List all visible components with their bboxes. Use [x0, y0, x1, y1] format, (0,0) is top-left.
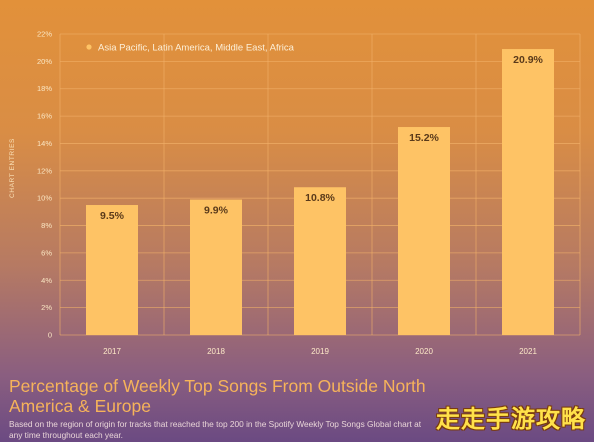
- data-label: 10.8%: [305, 192, 335, 204]
- y-tick-label: 2%: [41, 303, 52, 312]
- bar: [294, 187, 346, 335]
- y-tick-label: 8%: [41, 221, 52, 230]
- data-label: 15.2%: [409, 132, 439, 144]
- y-tick-label: 4%: [41, 276, 52, 285]
- y-tick-label: 16%: [37, 112, 52, 121]
- x-tick-label: 2019: [311, 347, 329, 356]
- y-tick-label: 6%: [41, 248, 52, 257]
- bar-chart: 0 2% 4% 6% 8% 10% 12% 14% 16% 18% 20% 22% CHART ENT…: [9, 30, 581, 356]
- y-axis-ticks: 0 2% 4% 6% 8% 10% 12% 14% 16% 18% 20% 22%: [37, 30, 52, 340]
- y-axis-label: CHART ENTRIES: [9, 138, 16, 198]
- data-label: 9.5%: [100, 210, 125, 222]
- legend: Asia Pacific, Latin America, Middle East…: [86, 43, 295, 54]
- chart-subtitle: Based on the region of origin for tracks…: [9, 419, 422, 440]
- legend-entry: Asia Pacific, Latin America, Middle East…: [98, 43, 295, 54]
- x-tick-label: 2018: [207, 347, 225, 356]
- y-tick-label: 12%: [37, 166, 52, 175]
- x-axis-ticks: 2017 2018 2019 2020 2021: [103, 347, 537, 356]
- bar: [502, 49, 554, 336]
- data-label: 20.9%: [513, 54, 543, 66]
- data-label: 9.9%: [204, 205, 229, 217]
- y-tick-label: 20%: [37, 57, 52, 66]
- y-tick-label: 22%: [37, 30, 52, 39]
- y-tick-label: 18%: [37, 84, 52, 93]
- x-tick-label: 2021: [519, 347, 537, 356]
- y-tick-label: 14%: [37, 139, 52, 148]
- bar: [398, 127, 450, 335]
- x-tick-label: 2020: [415, 347, 433, 356]
- y-tick-label: 10%: [37, 194, 52, 203]
- bars: 9.5% 9.9% 10.8% 15.2% 20.9%: [86, 49, 554, 336]
- bar: [190, 199, 242, 335]
- chart-title: Percentage of Weekly Top Songs From Outs…: [9, 376, 426, 416]
- y-tick-label: 0: [48, 331, 52, 340]
- x-tick-label: 2017: [103, 347, 121, 356]
- legend-dot: [86, 44, 92, 50]
- bar: [86, 205, 138, 335]
- watermark: 走走手游攻略: [436, 406, 586, 433]
